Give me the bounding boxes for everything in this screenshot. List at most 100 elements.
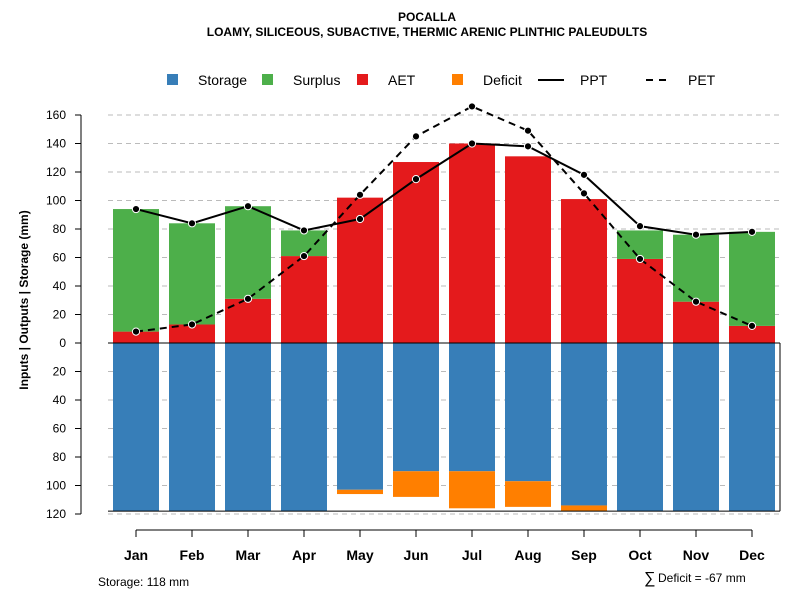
- storage-bar: [169, 343, 215, 512]
- y-axis: 160 140 120 100 80 60 40 20 0 20 40 60 80 100 120: [46, 108, 82, 521]
- y-tick-label: 100: [46, 194, 66, 208]
- deficit-bar: [449, 471, 495, 509]
- pet-line-point: [299, 251, 309, 261]
- legend-label-pet: PET: [688, 72, 716, 88]
- storage-bar: [225, 343, 271, 512]
- pet-line-point: [187, 320, 197, 329]
- storage-annotation: Storage: 118 mm: [98, 575, 189, 589]
- x-tick-label-jun: Jun: [404, 547, 429, 563]
- storage-bar: [393, 343, 439, 472]
- y-tick-label: 20: [53, 365, 67, 379]
- x-tick-label-dec: Dec: [739, 547, 765, 563]
- ppt-line-point: [523, 142, 533, 151]
- sum-symbol: ∑: [644, 570, 655, 587]
- x-axis: Jan Feb Mar Apr May Jun Jul Aug Sep Oct Nov Dec: [124, 529, 765, 563]
- pet-line-point: [691, 297, 701, 306]
- deficit-annotation: Deficit = -67 mm: [658, 571, 746, 585]
- pet-line-point: [523, 126, 533, 135]
- legend: Storage Surplus AET Deficit PPT PET: [167, 72, 716, 88]
- y-tick-label: 40: [53, 393, 67, 407]
- legend-swatch-aet: [357, 74, 368, 85]
- x-tick-label-apr: Apr: [292, 547, 317, 563]
- x-tick-label-feb: Feb: [180, 547, 205, 563]
- ppt-line-point: [411, 175, 421, 184]
- storage-bar: [281, 343, 327, 512]
- surplus-bar: [113, 209, 159, 332]
- grid-lines: [108, 114, 780, 515]
- aet-bar: [561, 199, 607, 343]
- storage-bar: [449, 343, 495, 472]
- pet-line-point: [579, 189, 589, 198]
- x-tick-label-jan: Jan: [124, 547, 148, 563]
- storage-bar: [561, 343, 607, 506]
- deficit-bar: [393, 471, 439, 497]
- y-tick-label: 120: [46, 165, 66, 179]
- y-tick-label: 80: [53, 450, 67, 464]
- ppt-line-point: [691, 230, 701, 239]
- aet-bar: [393, 162, 439, 343]
- legend-label-surplus: Surplus: [293, 72, 340, 88]
- legend-label-deficit: Deficit: [483, 72, 522, 88]
- y-axis-label: Inputs | Outputs | Storage (mm): [17, 210, 31, 389]
- aet-bar: [281, 256, 327, 343]
- ppt-line-point: [579, 170, 589, 179]
- pet-line-point: [635, 254, 645, 264]
- pet-line-point: [243, 294, 253, 303]
- bars: [108, 143, 781, 512]
- y-tick-label: 140: [46, 137, 66, 151]
- storage-bar: [673, 343, 719, 512]
- legend-label-aet: AET: [388, 72, 416, 88]
- x-tick-label-aug: Aug: [514, 547, 541, 563]
- chart-subtitle: LOAMY, SILICEOUS, SUBACTIVE, THERMIC ARE…: [207, 25, 647, 39]
- series-lines: [131, 102, 757, 336]
- ppt-line: [135, 142, 753, 236]
- storage-bar: [729, 343, 775, 512]
- pet-line-point: [747, 321, 757, 330]
- ppt-line-point: [467, 139, 477, 148]
- aet-bar: [449, 143, 495, 343]
- surplus-bar: [617, 230, 663, 259]
- aet-bar: [617, 258, 663, 343]
- pet-line-point: [467, 102, 477, 111]
- storage-bar: [337, 343, 383, 490]
- y-tick-label: 80: [53, 222, 67, 236]
- aet-bar: [169, 324, 215, 343]
- deficit-bar: [337, 489, 383, 495]
- ppt-line-point: [131, 204, 141, 214]
- aet-bar: [113, 331, 159, 343]
- surplus-bar: [729, 231, 775, 326]
- storage-bar: [113, 343, 159, 512]
- pet-line-point: [131, 327, 141, 336]
- ppt-line-point: [747, 227, 757, 236]
- surplus-bar: [169, 223, 215, 325]
- x-tick-label-sep: Sep: [571, 547, 597, 563]
- x-tick-label-jul: Jul: [462, 547, 482, 563]
- ppt-line-point: [187, 219, 197, 228]
- y-tick-label: 40: [53, 279, 67, 293]
- deficit-bar: [505, 481, 551, 507]
- aet-bar: [729, 325, 775, 343]
- y-tick-label: 0: [59, 336, 66, 350]
- aet-bar: [505, 156, 551, 343]
- legend-label-storage: Storage: [198, 72, 247, 88]
- legend-label-ppt: PPT: [580, 72, 608, 88]
- surplus-bar: [673, 234, 719, 302]
- x-tick-label-mar: Mar: [236, 547, 261, 563]
- x-tick-label-nov: Nov: [683, 547, 710, 563]
- pet-line-point: [411, 132, 421, 141]
- ppt-line-point: [355, 214, 365, 224]
- y-tick-label: 60: [53, 251, 67, 265]
- ppt-line-point: [299, 226, 309, 235]
- x-tick-label-oct: Oct: [628, 547, 652, 563]
- surplus-bar: [281, 230, 327, 257]
- legend-swatch-storage: [167, 74, 178, 85]
- y-tick-label: 160: [46, 108, 66, 122]
- ppt-line-point: [243, 202, 253, 211]
- storage-bar: [617, 343, 663, 512]
- y-tick-label: 100: [46, 479, 66, 493]
- chart-title: POCALLA: [398, 10, 456, 24]
- y-tick-label: 120: [46, 507, 66, 521]
- ppt-line-point: [635, 222, 645, 231]
- pet-line: [135, 105, 753, 333]
